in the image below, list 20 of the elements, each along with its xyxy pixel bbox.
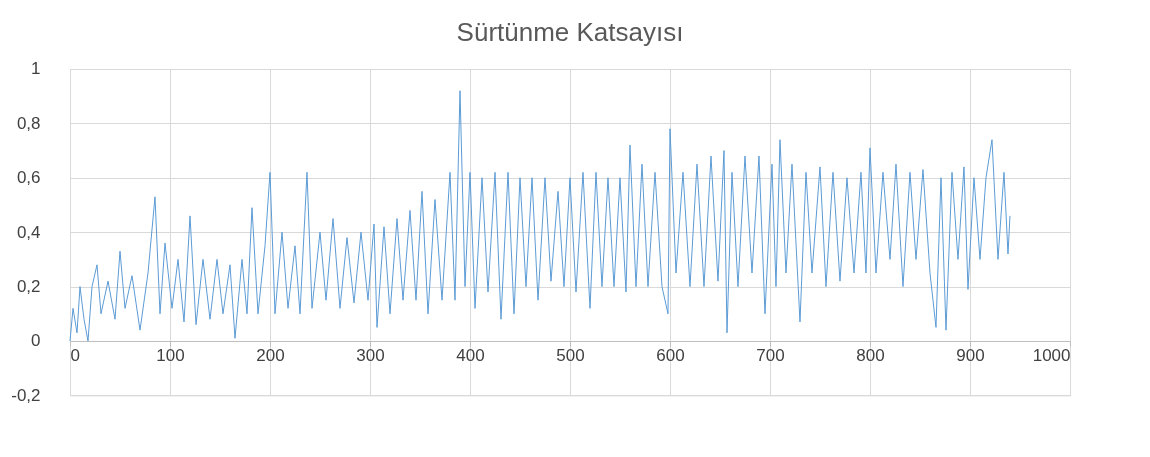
x-tick-label: 700 xyxy=(756,346,785,366)
x-tick-label: 100 xyxy=(156,346,185,366)
y-tick-label: 0,6 xyxy=(16,168,41,188)
x-tick-label: 300 xyxy=(356,346,385,366)
x-tick-label: 800 xyxy=(856,346,885,366)
line-series xyxy=(69,90,1011,342)
y-tick-label: 0,8 xyxy=(16,113,41,133)
y-tick-label: 0,4 xyxy=(16,222,41,242)
x-tick-label: 1000 xyxy=(1032,346,1071,366)
y-tick-label: 0,2 xyxy=(16,277,41,297)
y-tick-label: 1 xyxy=(31,59,41,79)
y-tick-label: 0 xyxy=(31,331,41,351)
x-tick-label: 500 xyxy=(556,346,585,366)
y-tick-label: -0,2 xyxy=(11,385,41,405)
x-tick-label: 600 xyxy=(656,346,685,366)
x-tick-label: 900 xyxy=(956,346,985,366)
chart-title: Sürtünme Katsayısı xyxy=(456,17,684,47)
x-tick-label: 400 xyxy=(456,346,485,366)
x-tick-label: 200 xyxy=(256,346,285,366)
x-tick-label: 0 xyxy=(70,346,80,366)
